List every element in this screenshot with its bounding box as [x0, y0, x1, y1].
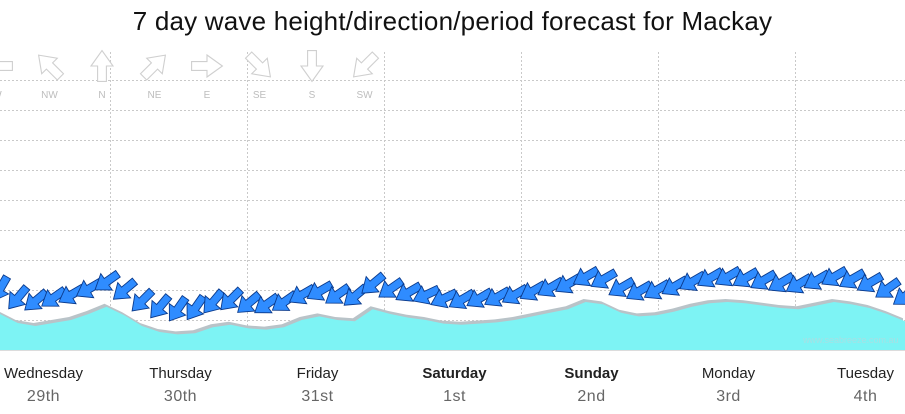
swell-arrows [0, 265, 905, 322]
x-tick-day-label: Thursday [149, 365, 212, 382]
swell-direction-arrow-icon [590, 268, 619, 289]
swell-direction-arrow-icon [112, 277, 139, 300]
compass-legend: W NW N NE E SE S SW [0, 49, 380, 101]
compass-label: SW [356, 90, 373, 101]
x-tick-day-label: Sunday [564, 365, 619, 382]
swell-direction-arrow-icon [168, 295, 190, 322]
x-tick-day-label: Friday [297, 365, 339, 382]
compass-arrow-sw-icon [352, 51, 380, 78]
swell-direction-arrow-icon [220, 286, 245, 311]
compass-label: NE [148, 90, 162, 101]
x-tick-day-label: Wednesday [4, 365, 83, 382]
watermark: www.seabreeze.com.au [802, 335, 899, 345]
swell-direction-arrow-icon [131, 287, 156, 312]
swell-direction-arrow-icon [875, 277, 902, 298]
x-axis-labels: Wednesday 29th Thursday 30th Friday 31st Satur… [4, 365, 894, 405]
x-tick-date-label: 30th [164, 388, 197, 405]
compass-label: W [0, 90, 2, 101]
x-tick-date-label: 4th [854, 388, 878, 405]
swell-direction-arrow-icon [892, 284, 905, 305]
swell-direction-arrow-icon [94, 269, 121, 291]
swell-direction-arrow-icon [0, 274, 12, 302]
compass-arrow-s-icon [299, 50, 325, 83]
compass-label: E [204, 90, 211, 101]
x-tick-date-label: 31st [301, 388, 333, 405]
chart-title: 7 day wave height/direction/period forec… [132, 6, 773, 36]
compass-label: NW [41, 90, 58, 101]
compass-arrow-w-icon [0, 53, 13, 79]
wave-height-area [0, 299, 905, 350]
compass-arrow-e-icon [191, 53, 224, 79]
wave-height-area-fill [0, 302, 905, 350]
compass-arrow-nw-icon [37, 54, 65, 81]
swell-direction-arrow-icon [150, 293, 173, 319]
x-tick-day-label: Tuesday [837, 365, 894, 382]
x-tick-day-label: Monday [702, 365, 756, 382]
swell-direction-arrow-icon [361, 271, 387, 294]
compass-label: SE [253, 90, 267, 101]
compass-label: N [98, 90, 105, 101]
compass-arrow-se-icon [244, 51, 272, 78]
x-tick-day-label: Saturday [422, 365, 487, 382]
x-tick-date-label: 1st [443, 388, 466, 405]
compass-arrow-ne-icon [139, 54, 167, 81]
compass-arrow-n-icon [89, 49, 115, 82]
x-tick-date-label: 3rd [716, 388, 741, 405]
x-tick-date-label: 2nd [577, 388, 605, 405]
compass-label: S [309, 90, 316, 101]
swell-direction-arrow-icon [8, 284, 31, 310]
x-tick-date-label: 29th [27, 388, 60, 405]
